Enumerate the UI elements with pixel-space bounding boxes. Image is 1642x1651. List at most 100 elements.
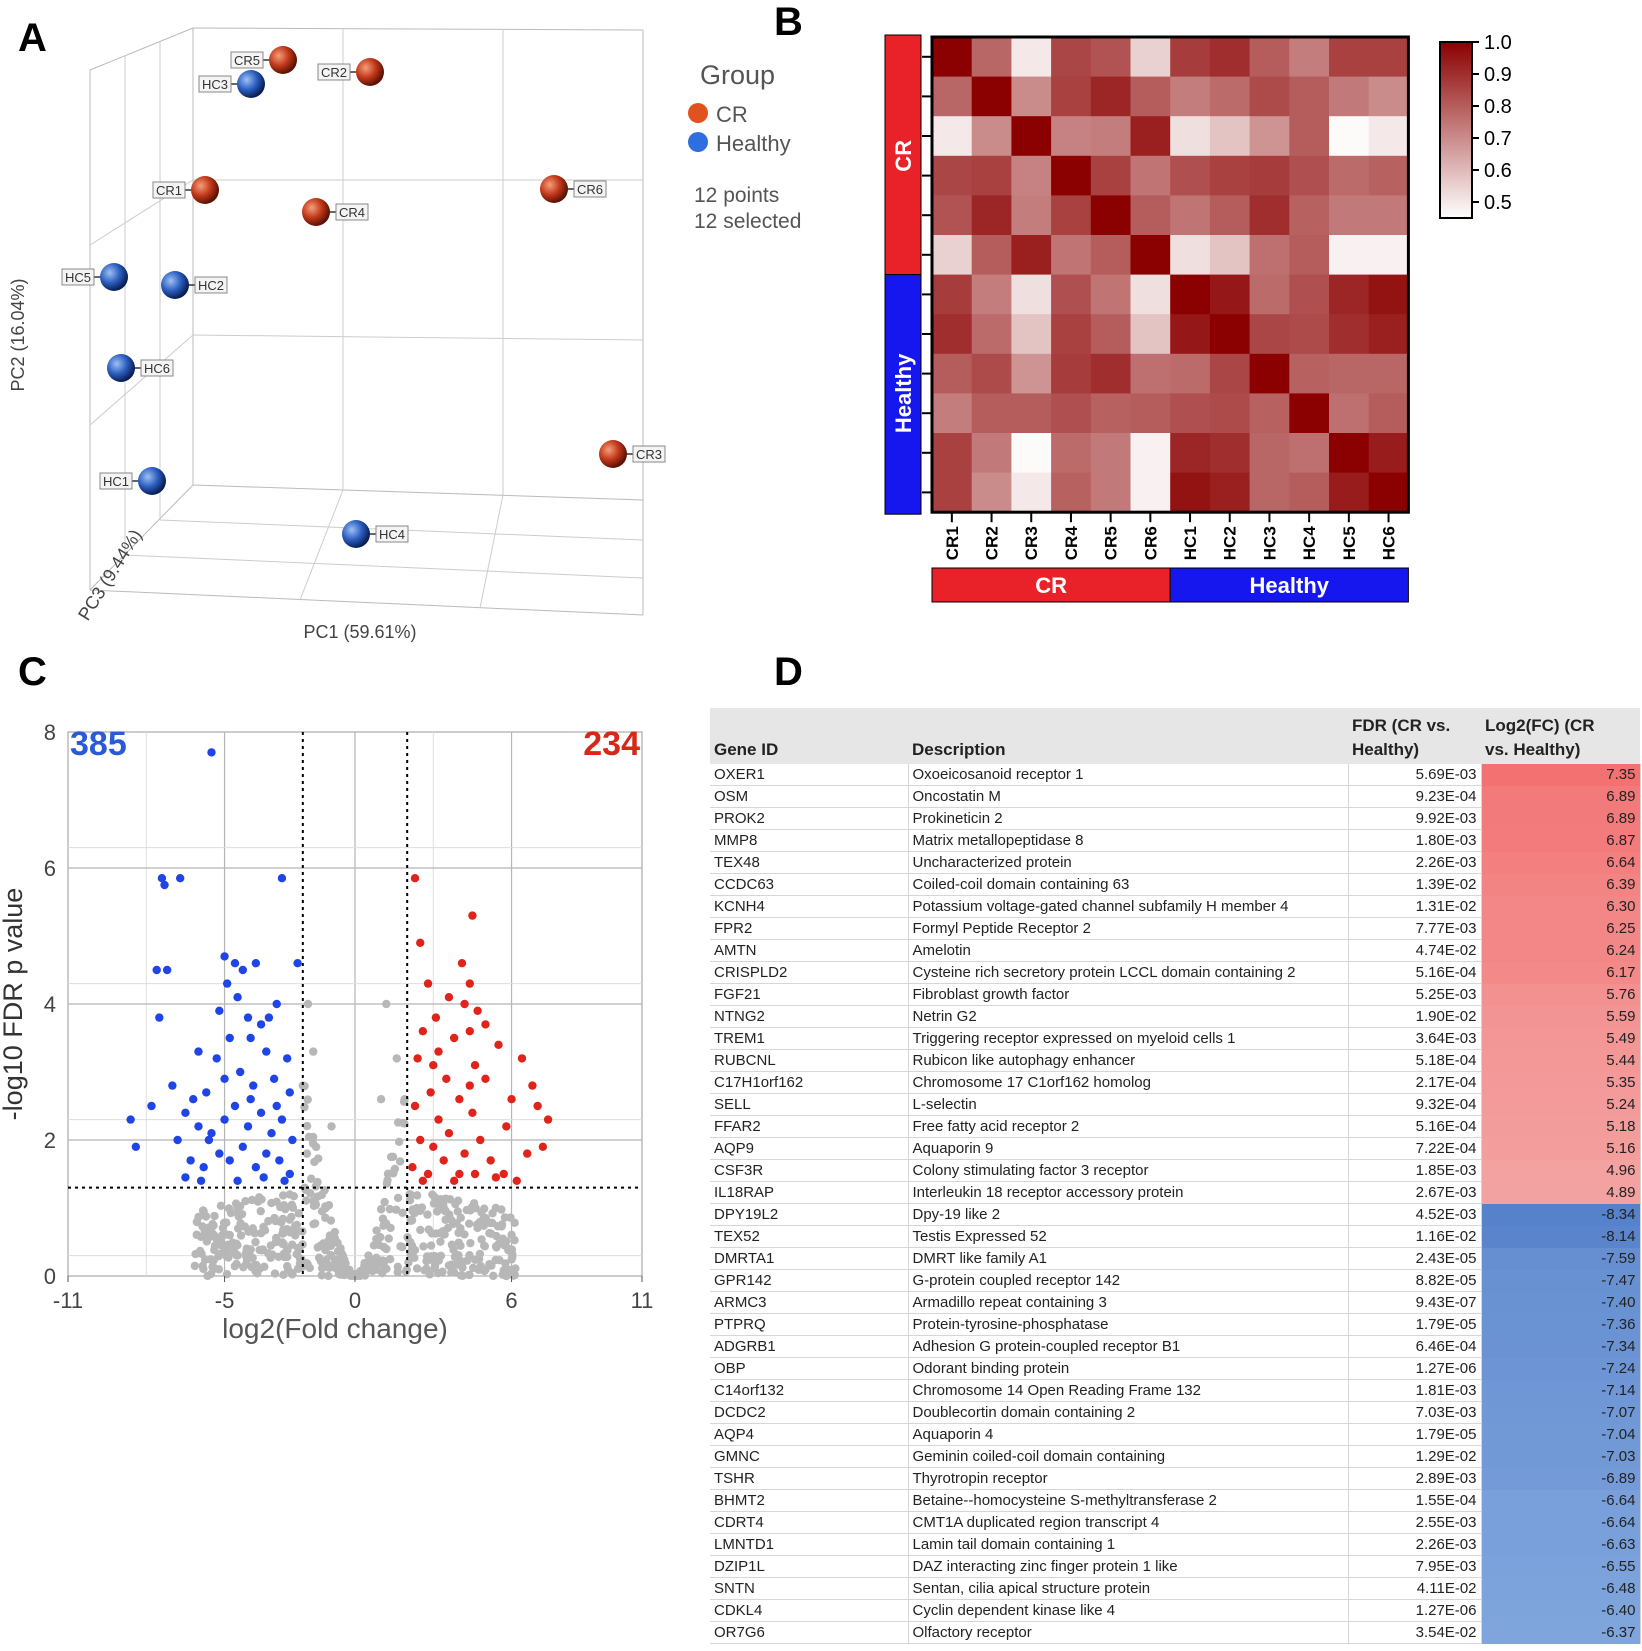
- volcano-point-down: [157, 874, 167, 883]
- table-row: ADGRB1 Adhesion G protein-coupled recepto…: [710, 1335, 1641, 1358]
- heat-cell: [1289, 433, 1330, 474]
- volcano-point-ns: [429, 1199, 439, 1208]
- volcano-point-ns: [291, 1226, 301, 1235]
- volcano-point-down: [280, 1176, 289, 1185]
- volcano-point-down: [225, 1156, 234, 1165]
- heat-cell: [1090, 393, 1131, 434]
- cell-fdr: 9.43E-07: [1348, 1291, 1482, 1314]
- cell-gene-id: CRISPLD2: [710, 961, 909, 984]
- volcano-point-up: [434, 1047, 443, 1056]
- heat-cell: [1368, 353, 1409, 394]
- heat-cell: [1051, 235, 1092, 276]
- cell-log2fc: 5.24: [1481, 1093, 1641, 1116]
- volcano-point-ns: [253, 1197, 263, 1206]
- volcano-point-ns: [492, 1243, 501, 1252]
- cell-fdr: 1.29E-02: [1348, 1445, 1482, 1468]
- pca-point-hc3: [237, 70, 265, 98]
- volcano-point-up: [410, 874, 420, 883]
- colorbar-tick-label: 0.5: [1484, 192, 1512, 214]
- volcano-point-ns: [248, 1224, 257, 1233]
- cell-gene-id: AMTN: [710, 939, 909, 962]
- heat-cell: [1130, 433, 1171, 474]
- pca-plot: CR1 CR2 CR3 CR4 CR5 CR6 HC1 HC2 HC3 HC4 HC5 HC6 PC1…: [8, 27, 801, 642]
- volcano-point-ns: [406, 1190, 416, 1200]
- heat-col-label: HC3: [1260, 526, 1279, 560]
- y-tick-label: 6: [44, 856, 56, 881]
- heat-cell: [1090, 274, 1131, 315]
- point-label: HC1: [103, 474, 129, 489]
- volcano-point-down: [282, 1054, 292, 1063]
- volcano-point-ns: [383, 1176, 392, 1185]
- volcano-point-ns: [258, 1245, 268, 1254]
- cell-description: Protein-tyrosine-phosphatase: [908, 1313, 1349, 1336]
- volcano-point-ns: [507, 1245, 517, 1254]
- cell-gene-id: AQP9: [710, 1137, 909, 1160]
- volcano-point-ns: [394, 1137, 404, 1146]
- volcano-point-up: [442, 1074, 451, 1083]
- volcano-point-ns: [248, 1253, 257, 1263]
- cell-gene-id: LMNTD1: [710, 1533, 909, 1556]
- cell-gene-id: TREM1: [710, 1027, 909, 1050]
- table-row: OR7G6 Olfactory receptor 3.54E-02 -6.37: [710, 1621, 1641, 1644]
- volcano-point-ns: [271, 1216, 280, 1226]
- header-gene-id: Gene ID: [710, 708, 908, 764]
- volcano-point-ns: [222, 1218, 231, 1227]
- heat-col-label: HC1: [1181, 526, 1200, 560]
- heat-cell: [1289, 274, 1330, 315]
- cell-description: L-selectin: [908, 1093, 1349, 1116]
- heat-cell: [932, 433, 973, 474]
- volcano-point-ns: [382, 1244, 391, 1254]
- heat-cell: [1170, 433, 1211, 474]
- cell-fdr: 2.17E-04: [1348, 1071, 1482, 1094]
- volcano-point-up: [481, 1074, 490, 1083]
- volcano-point-down: [285, 1169, 294, 1179]
- volcano-point-up: [517, 1054, 527, 1063]
- table-row: MMP8 Matrix metallopeptidase 8 1.80E-03 6.8…: [710, 829, 1641, 852]
- volcano-point-ns: [433, 1207, 442, 1216]
- cell-log2fc: 5.49: [1481, 1027, 1641, 1050]
- point-label: CR6: [577, 182, 603, 197]
- volcano-point-ns: [493, 1222, 503, 1231]
- volcano-point-ns: [324, 1271, 333, 1281]
- cell-fdr: 6.46E-04: [1348, 1335, 1482, 1358]
- heat-cell: [1249, 472, 1290, 513]
- heat-cell: [932, 314, 973, 355]
- volcano-point-ns: [431, 1229, 441, 1238]
- heat-cell: [1329, 393, 1370, 434]
- table-row: SELL L-selectin 9.32E-04 5.24: [710, 1093, 1641, 1116]
- point-label-box: [317, 63, 351, 81]
- volcano-point-up: [523, 1149, 532, 1158]
- group-label-cr-row: CR: [891, 140, 916, 172]
- volcano-point-down: [160, 880, 169, 890]
- volcano-point-ns: [314, 1253, 324, 1262]
- volcano-point-ns: [202, 1237, 212, 1246]
- volcano-point-ns: [314, 1154, 323, 1163]
- volcano-point-down: [272, 999, 281, 1009]
- volcano-point-ns: [246, 1245, 255, 1254]
- volcano-point-down: [126, 1115, 135, 1124]
- heat-col-label: HC2: [1221, 526, 1240, 560]
- volcano-point-down: [259, 1173, 268, 1182]
- cell-log2fc: -6.63: [1481, 1533, 1641, 1556]
- volcano-point-down: [230, 1101, 240, 1111]
- volcano-point-ns: [374, 1240, 384, 1250]
- volcano-point-ns: [477, 1208, 486, 1217]
- gene-table-panel: Gene ID Description FDR (CR vs. Healthy)…: [710, 708, 1641, 1644]
- volcano-point-down: [246, 1095, 255, 1104]
- heat-col-label: CR5: [1102, 526, 1121, 560]
- volcano-point-down: [233, 993, 242, 1002]
- volcano-point-up: [418, 1027, 428, 1036]
- volcano-point-ns: [311, 1200, 320, 1210]
- cell-description: Matrix metallopeptidase 8: [908, 829, 1349, 852]
- cell-gene-id: TSHR: [710, 1467, 909, 1490]
- cell-description: G-protein coupled receptor 142: [908, 1269, 1349, 1292]
- volcano-point-ns: [379, 1221, 388, 1230]
- heat-cell: [1209, 353, 1251, 394]
- volcano-point-down: [233, 1176, 242, 1185]
- heat-cell: [1170, 76, 1211, 117]
- volcano-point-up: [486, 1156, 495, 1165]
- volcano-point-ns: [458, 1263, 467, 1272]
- table-row: OBP Odorant binding protein 1.27E-06 -7.24: [710, 1357, 1641, 1380]
- volcano-point-ns: [210, 1245, 219, 1255]
- legend-marker-healthy: [688, 132, 708, 152]
